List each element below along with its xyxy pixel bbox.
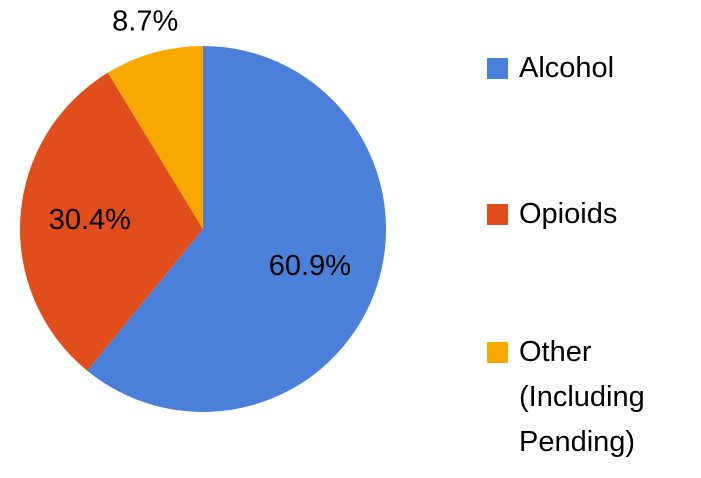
legend-label: Alcohol — [519, 52, 615, 84]
legend-entry: Alcohol — [487, 46, 689, 91]
slice-label: 60.9% — [269, 250, 351, 282]
legend-entry: Other (Including Pending) — [487, 330, 689, 465]
slice-label: 30.4% — [49, 204, 131, 236]
slice-label: 8.7% — [112, 5, 178, 37]
pie-slice — [19, 72, 203, 371]
legend-swatch — [487, 342, 508, 363]
pie-slice — [87, 46, 387, 412]
pie-slice — [107, 46, 203, 229]
legend-label: Opioids — [519, 198, 618, 230]
legend-swatch — [487, 204, 508, 225]
legend-swatch — [487, 58, 508, 79]
legend-entry: Opioids — [487, 192, 689, 237]
legend-label: Other (Including Pending) — [519, 336, 645, 458]
